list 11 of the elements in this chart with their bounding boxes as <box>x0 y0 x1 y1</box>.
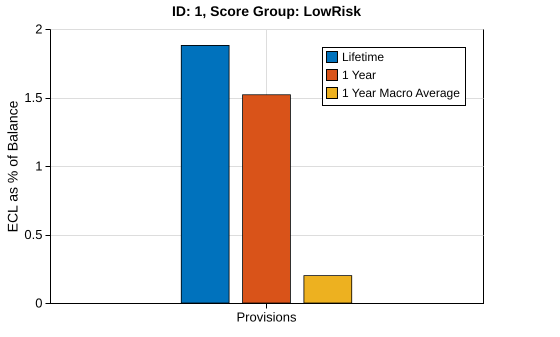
y-tick-label: 0.5 <box>24 227 42 242</box>
y-tick-label: 1.5 <box>24 90 42 105</box>
x-tick-label: Provisions <box>236 310 297 324</box>
y-tick-label: 1 <box>35 158 42 174</box>
y-tick-label: 2 <box>35 22 42 36</box>
legend-label: 1 Year <box>342 68 376 82</box>
y-axis-title: ECL as % of Balance <box>4 100 20 232</box>
legend-label: Lifetime <box>342 50 384 64</box>
chart-title: ID: 1, Score Group: LowRisk <box>172 3 362 19</box>
y-tick-label: 0 <box>35 296 42 310</box>
legend-label: 1 Year Macro Average <box>342 86 460 100</box>
